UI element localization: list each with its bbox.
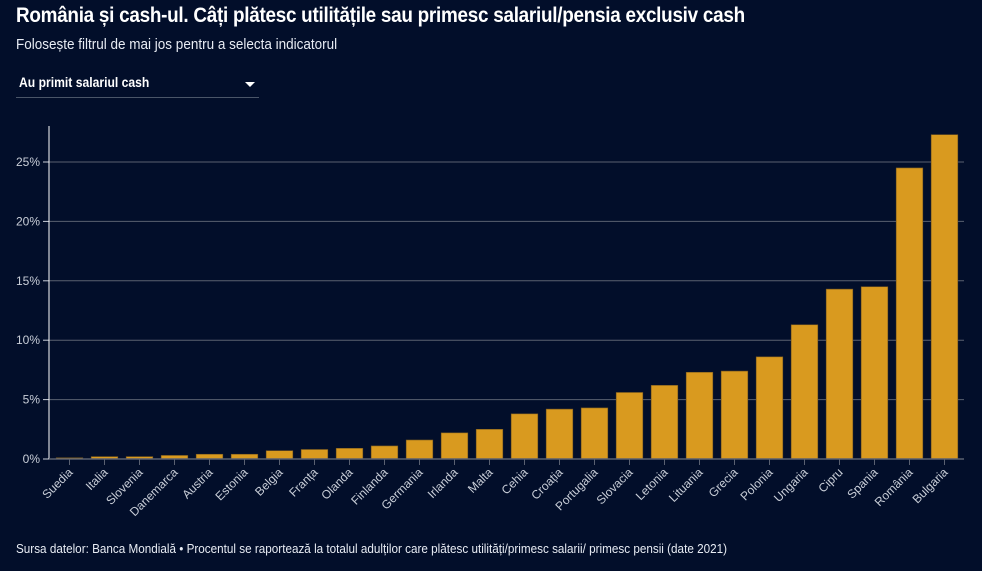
bar-românia [895, 167, 924, 460]
bar-bulgaria [930, 134, 959, 460]
indicator-dropdown[interactable]: Au primit salariul cash [16, 70, 259, 98]
x-tick-label: Polonia [737, 465, 775, 503]
bar-ungaria [790, 324, 819, 460]
x-tick-label: Letonia [633, 465, 671, 503]
bar-chart: 0% 5% 10% 15% 20% 25% Suedia ItaliaSloveniaDan… [16, 126, 964, 519]
chevron-down-icon[interactable] [245, 82, 255, 87]
x-tick-label: Italia [83, 465, 111, 493]
y-tick-label: 20% [16, 214, 40, 228]
bar-letonia [650, 385, 679, 460]
bar-spania [860, 286, 889, 460]
bar-lituania [685, 371, 714, 460]
y-tick-label: 5% [23, 393, 41, 407]
x-tick-labels: Suedia ItaliaSloveniaDanemarcaAustriaEsto… [39, 465, 951, 519]
source-note: Sursa datelor: Banca Mondială • Procentu… [16, 541, 727, 556]
x-tick-label: Estonia [212, 465, 250, 503]
bar-belgia [265, 450, 294, 460]
bar-grecia [720, 370, 749, 460]
axes [43, 126, 964, 465]
bar-polonia [755, 356, 784, 460]
y-tick-label: 0% [23, 452, 41, 466]
x-tick-label: Suedia [39, 465, 76, 502]
x-tick-label: Cehia [499, 465, 531, 497]
x-tick-label: Cipru [815, 465, 845, 495]
bar-finlanda [370, 445, 399, 460]
x-tick-label: Slovacia [594, 465, 636, 507]
bars [55, 134, 959, 460]
bar-slovacia [615, 392, 644, 460]
x-tick-label: Franța [286, 465, 321, 500]
y-tick-label: 10% [16, 333, 40, 347]
x-tick-label: Lituania [666, 465, 706, 505]
y-tick-labels: 0% 5% 10% 15% 20% 25% [16, 155, 40, 466]
x-tick-label: Belgia [252, 465, 286, 499]
x-tick-label: Malta [465, 465, 496, 496]
x-tick-label: România [872, 465, 916, 509]
bar-cehia [510, 413, 539, 460]
bar-germania [405, 439, 434, 460]
chart-subtitle: Folosește filtrul de mai jos pentru a se… [16, 36, 338, 53]
x-tick-label: Grecia [706, 465, 741, 500]
bar-portugalia [580, 407, 609, 460]
bar-franța [300, 449, 329, 460]
indicator-dropdown-value: Au primit salariul cash [19, 75, 150, 90]
x-tick-label: Irlanda [425, 465, 461, 501]
bar-malta [475, 428, 504, 460]
bar-cipru [825, 288, 854, 460]
bar-croația [545, 408, 574, 460]
x-tick-label: Austria [179, 465, 216, 502]
y-tick-label: 15% [16, 274, 40, 288]
chart-title: România și cash-ul. Câți plătesc utilită… [16, 4, 745, 27]
y-tick-label: 25% [16, 155, 40, 169]
x-tick-label: Bulgaria [910, 465, 951, 506]
bar-olanda [335, 448, 364, 460]
x-tick-label: Ungaria [771, 465, 811, 505]
bar-irlanda [440, 432, 469, 460]
